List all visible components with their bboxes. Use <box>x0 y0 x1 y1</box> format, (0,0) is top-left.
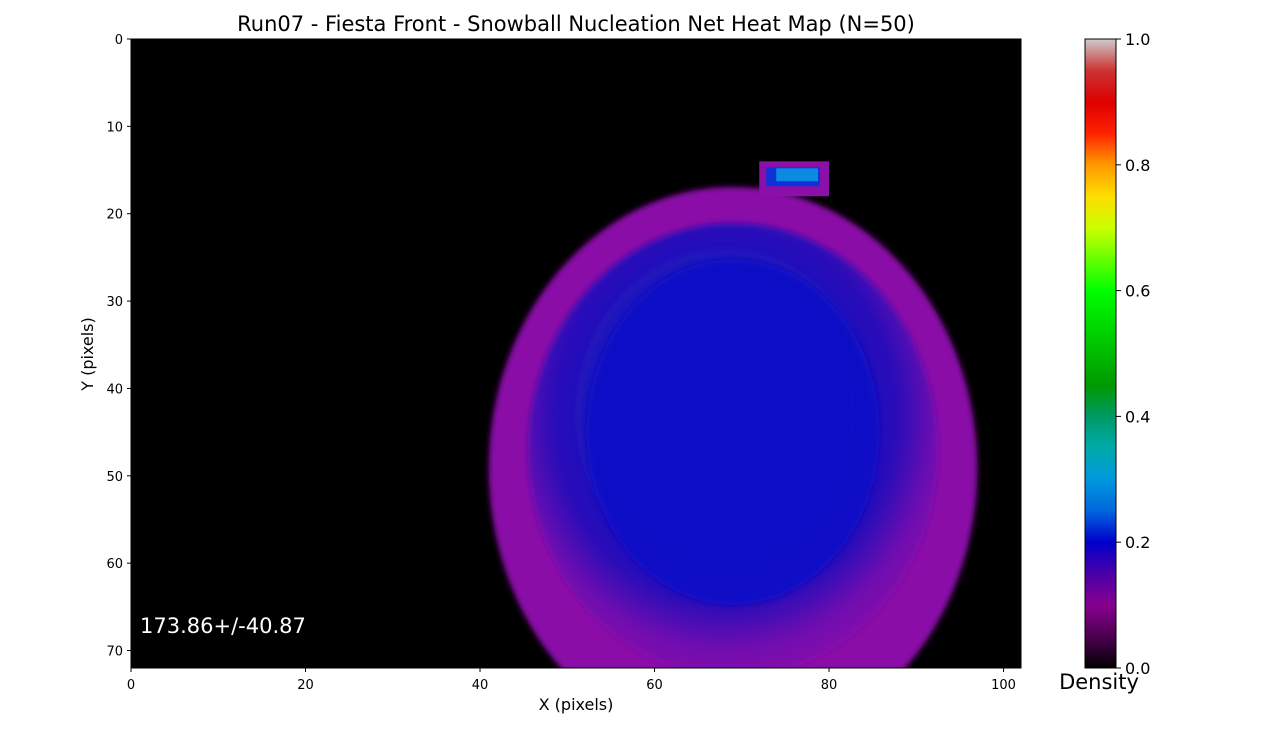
y-tick-label: 40 <box>106 382 123 397</box>
x-axis: 0 20 40 60 80 100 <box>127 668 1016 693</box>
colorbar-gradient <box>1084 38 1117 669</box>
colorbar: 0.0 0.2 0.4 0.6 0.8 1.0 Density <box>1059 30 1150 694</box>
colorbar-tick-label: 0.2 <box>1125 533 1150 552</box>
y-tick-label: 70 <box>106 645 123 660</box>
x-tick-label: 0 <box>127 678 135 693</box>
colorbar-tick-label: 0.0 <box>1125 659 1150 678</box>
x-tick-label: 60 <box>646 678 663 693</box>
x-tick-label: 80 <box>821 678 838 693</box>
colorbar-tick-label: 0.6 <box>1125 282 1150 301</box>
colorbar-tick-label: 1.0 <box>1125 30 1150 49</box>
y-tick-label: 10 <box>106 120 123 135</box>
colorbar-label: Density <box>1059 670 1139 694</box>
x-axis-label: X (pixels) <box>539 695 614 714</box>
plot-area <box>130 38 1022 669</box>
colorbar-tick-label: 0.8 <box>1125 156 1150 175</box>
stats-annotation: 173.86+/-40.87 <box>140 614 306 638</box>
y-tick-label: 50 <box>106 470 123 485</box>
y-axis-label: Y (pixels) <box>78 317 97 392</box>
heatmap-region-peak <box>586 259 880 605</box>
y-tick-label: 0 <box>115 33 123 48</box>
x-tick-label: 20 <box>297 678 314 693</box>
colorbar-tick-label: 0.4 <box>1125 407 1150 426</box>
hotspot-peak <box>776 168 819 182</box>
chart-title: Run07 - Fiesta Front - Snowball Nucleati… <box>237 12 915 36</box>
y-tick-label: 60 <box>106 557 123 572</box>
x-tick-label: 40 <box>472 678 489 693</box>
plot-frame <box>130 38 1022 669</box>
y-tick-label: 30 <box>106 295 123 310</box>
x-tick-label: 100 <box>991 678 1016 693</box>
y-axis: 0 10 20 30 40 50 60 70 <box>106 33 131 660</box>
y-tick-label: 20 <box>106 208 123 223</box>
